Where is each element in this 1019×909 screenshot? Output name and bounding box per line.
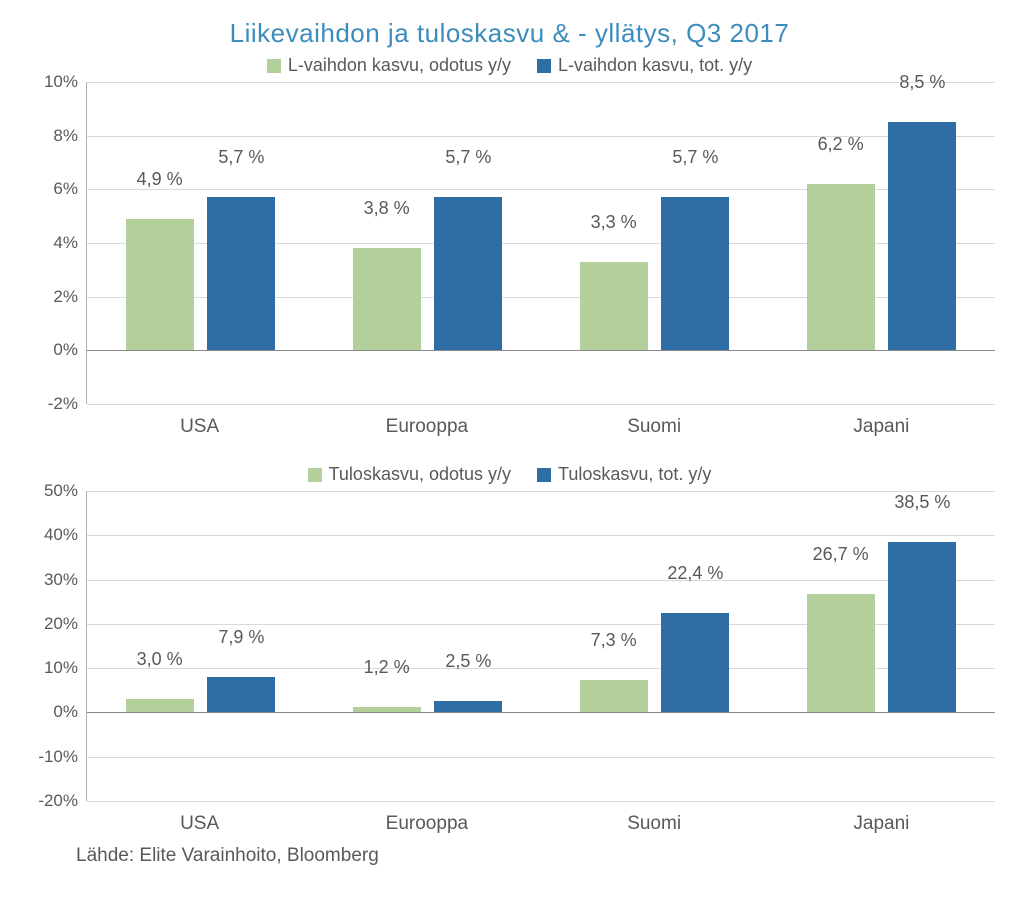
bar-value-label: 7,3 % — [591, 630, 637, 655]
bar-group: 6,2 %8,5 % — [768, 82, 995, 404]
x-tick-label: Japani — [768, 404, 995, 438]
bar — [580, 680, 648, 712]
bar — [207, 677, 275, 712]
legend-label: L-vaihdon kasvu, tot. y/y — [558, 55, 752, 76]
bar — [807, 594, 875, 712]
page-title: Liikevaihdon ja tuloskasvu & - yllätys, … — [24, 18, 995, 49]
grid-line — [87, 404, 995, 405]
bar — [434, 197, 502, 350]
bar-value-label: 4,9 % — [137, 169, 183, 194]
bar — [661, 613, 729, 712]
bar — [580, 262, 648, 351]
x-tick-label: USA — [86, 801, 313, 835]
legend-swatch — [537, 59, 551, 73]
bar — [353, 707, 421, 712]
bar-groups: 3,0 % 7,9 % 1,2 % 2,5 % 7,3 % 22,4 % 26,7 % 38,… — [87, 491, 995, 801]
legend-item: Tuloskasvu, odotus y/y — [308, 464, 511, 485]
bar-value-label: 2,5 % — [445, 651, 491, 676]
y-tick-label: -20% — [38, 791, 78, 811]
x-tick-label: Suomi — [541, 404, 768, 438]
bar-group: 1,2 % 2,5 % — [314, 491, 541, 801]
y-tick-label: 50% — [44, 481, 78, 501]
y-tick-label: -10% — [38, 747, 78, 767]
chart1-y-axis: -2%0%2%4%6%8%10% — [24, 82, 86, 404]
grid-line — [87, 801, 995, 802]
bar — [661, 197, 729, 350]
legend-swatch — [308, 468, 322, 482]
bar — [353, 248, 421, 350]
x-tick-label: Japani — [768, 801, 995, 835]
legend-swatch — [537, 468, 551, 482]
bar-group: 3,0 % 7,9 % — [87, 491, 314, 801]
y-tick-label: -2% — [48, 394, 78, 414]
bar-groups: 4,9 % 5,7 % 3,8 % 5,7 % 3,3 % 5,7 % 6,2 %8,5 % — [87, 82, 995, 404]
legend-label: Tuloskasvu, tot. y/y — [558, 464, 711, 485]
y-tick-label: 0% — [53, 702, 78, 722]
y-tick-label: 2% — [53, 287, 78, 307]
legend-label: L-vaihdon kasvu, odotus y/y — [288, 55, 511, 76]
bar — [888, 542, 956, 713]
chart-revenue-growth: -2%0%2%4%6%8%10% 4,9 %5,7 %3,8 %5,7 %3,3… — [24, 82, 995, 404]
bar-value-label: 1,2 % — [364, 657, 410, 682]
bar — [888, 122, 956, 350]
bar — [807, 184, 875, 350]
legend-label: Tuloskasvu, odotus y/y — [329, 464, 511, 485]
legend-item: L-vaihdon kasvu, tot. y/y — [537, 55, 752, 76]
y-tick-label: 40% — [44, 525, 78, 545]
bar-value-label: 5,7 % — [672, 147, 718, 172]
bar-value-label: 26,7 % — [813, 544, 869, 569]
chart2-plot-area: 3,0 % 7,9 % 1,2 % 2,5 % 7,3 % 22,4 % 26,7 % 38,… — [86, 491, 995, 801]
chart1-legend: L-vaihdon kasvu, odotus y/y L-vaihdon kas… — [24, 55, 995, 76]
source-attribution: Lähde: Elite Varainhoito, Bloomberg — [76, 845, 995, 867]
bar-value-label: 5,7 % — [218, 147, 264, 172]
x-tick-label: Eurooppa — [313, 404, 540, 438]
bar-value-label: 3,8 % — [364, 198, 410, 223]
bar — [126, 699, 194, 712]
y-tick-label: 10% — [44, 658, 78, 678]
bar-group: 3,3 % 5,7 % — [541, 82, 768, 404]
bar — [126, 219, 194, 350]
chart2-legend: Tuloskasvu, odotus y/y Tuloskasvu, tot. y… — [24, 464, 995, 485]
legend-item: Tuloskasvu, tot. y/y — [537, 464, 711, 485]
x-tick-label: USA — [86, 404, 313, 438]
chart1-x-axis: USAEurooppaSuomiJapani — [86, 404, 995, 438]
bar-group: 7,3 % 22,4 % — [541, 491, 768, 801]
bar-value-label: 6,2 % — [818, 134, 864, 159]
bar-value-label: 3,3 % — [591, 212, 637, 237]
bar — [207, 197, 275, 350]
page: Liikevaihdon ja tuloskasvu & - yllätys, … — [0, 0, 1019, 909]
y-tick-label: 8% — [53, 126, 78, 146]
spacer — [24, 438, 995, 464]
chart2-y-axis: -20%-10%0%10%20%30%40%50% — [24, 491, 86, 801]
bar-value-label: 7,9 % — [218, 627, 264, 652]
y-tick-label: 4% — [53, 233, 78, 253]
x-tick-label: Eurooppa — [313, 801, 540, 835]
y-tick-label: 20% — [44, 614, 78, 634]
y-tick-label: 30% — [44, 570, 78, 590]
bar-group: 4,9 % 5,7 % — [87, 82, 314, 404]
y-tick-label: 6% — [53, 179, 78, 199]
chart-earnings-growth: -20%-10%0%10%20%30%40%50% 3,0 %7,9 %1,2 … — [24, 491, 995, 801]
bar-value-label: 3,0 % — [137, 649, 183, 674]
y-tick-label: 10% — [44, 72, 78, 92]
bar-value-label: 8,5 % — [899, 72, 945, 97]
legend-item: L-vaihdon kasvu, odotus y/y — [267, 55, 511, 76]
legend-swatch — [267, 59, 281, 73]
bar-value-label: 22,4 % — [667, 563, 723, 588]
bar-value-label: 5,7 % — [445, 147, 491, 172]
bar — [434, 701, 502, 712]
x-tick-label: Suomi — [541, 801, 768, 835]
chart2-x-axis: USAEurooppaSuomiJapani — [86, 801, 995, 835]
bar-value-label: 38,5 % — [894, 492, 950, 517]
bar-group: 26,7 % 38,5 % — [768, 491, 995, 801]
bar-group: 3,8 % 5,7 % — [314, 82, 541, 404]
chart1-plot-area: 4,9 % 5,7 % 3,8 % 5,7 % 3,3 % 5,7 % 6,2 %8,5 % — [86, 82, 995, 404]
y-tick-label: 0% — [53, 340, 78, 360]
